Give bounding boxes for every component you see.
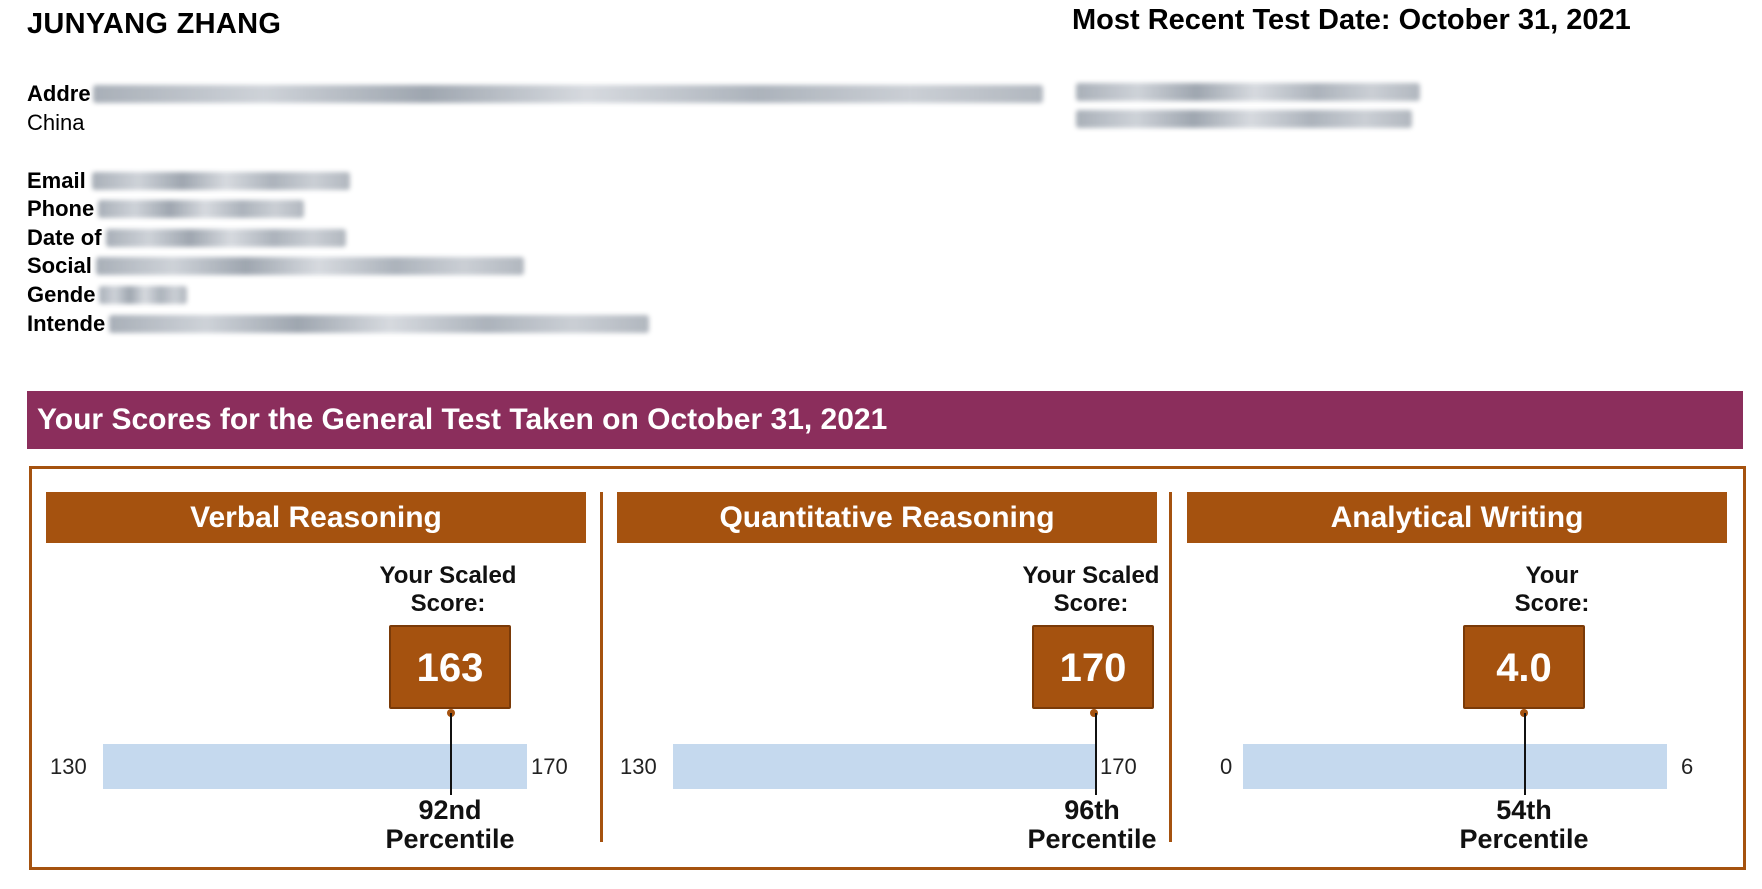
verbal-percentile: 92nd Percentile <box>362 796 538 854</box>
phone-row: Phone <box>27 195 305 223</box>
gender-row: Gende <box>27 281 188 309</box>
phone-label: Phone <box>27 196 95 221</box>
quantitative-section: Quantitative Reasoning Your Scaled Score… <box>617 492 1159 854</box>
quantitative-scaled-label: Your Scaled Score: <box>1011 562 1171 618</box>
ssn-row: Social <box>27 252 524 280</box>
ssn-redacted <box>95 257 524 275</box>
writing-percentile-value: 54th <box>1496 795 1552 825</box>
address-label: Addre <box>27 81 91 106</box>
verbal-min: 130 <box>50 754 87 779</box>
dob-label: Date of <box>27 225 102 250</box>
section-divider <box>1169 492 1172 842</box>
scores-panel <box>29 466 1746 870</box>
writing-percentile: 54th Percentile <box>1436 796 1612 854</box>
quantitative-percentile: 96th Percentile <box>1004 796 1180 854</box>
dob-redacted <box>105 229 346 247</box>
quantitative-scaled-label-line2: Score: <box>1053 590 1129 617</box>
ssn-label: Social <box>27 253 92 278</box>
verbal-scaled-label-line1: Your Scaled <box>379 562 517 589</box>
quantitative-min: 130 <box>620 754 657 779</box>
registration-redacted <box>1076 83 1420 101</box>
writing-scaled-label-line2: Score: <box>1514 590 1590 617</box>
gender-redacted <box>99 286 188 304</box>
verbal-percentile-word: Percentile <box>385 824 515 854</box>
gender-label: Gende <box>27 282 96 307</box>
writing-min: 0 <box>1220 754 1233 779</box>
most-recent-test-date: Most Recent Test Date: October 31, 2021 <box>1072 4 1631 36</box>
verbal-score-badge: 163 <box>389 625 511 709</box>
major-redacted <box>109 315 650 333</box>
writing-score-badge: 4.0 <box>1463 625 1585 709</box>
writing-scaled-label-line1: Your <box>1525 562 1579 589</box>
verbal-scaled-label-line2: Score: <box>410 590 486 617</box>
writing-percentile-word: Percentile <box>1459 824 1589 854</box>
verbal-max: 170 <box>531 754 568 779</box>
writing-marker-line <box>1524 713 1526 795</box>
address-row: Addre <box>27 80 1043 108</box>
major-label: Intende <box>27 311 106 336</box>
phone-redacted <box>98 200 305 218</box>
dob-row: Date of <box>27 224 346 252</box>
writing-scaled-label: Your Score: <box>1497 562 1607 618</box>
country-row: China <box>27 109 84 137</box>
verbal-scaled-label: Your Scaled Score: <box>368 562 528 618</box>
quantitative-marker-line <box>1095 713 1097 795</box>
quantitative-score-pointer <box>1090 709 1098 717</box>
verbal-score-bar <box>103 744 527 789</box>
country-text: China <box>27 110 85 135</box>
writing-section: Analytical Writing Your Score: 4.0 0 6 5… <box>1187 492 1727 854</box>
quantitative-max: 170 <box>1100 754 1137 779</box>
quantitative-percentile-value: 96th <box>1064 795 1120 825</box>
quantitative-score-bar <box>673 744 1097 789</box>
verbal-percentile-value: 92nd <box>418 795 482 825</box>
quantitative-header: Quantitative Reasoning <box>617 492 1157 543</box>
verbal-header: Verbal Reasoning <box>46 492 586 543</box>
writing-max: 6 <box>1681 754 1694 779</box>
writing-score-bar <box>1243 744 1667 789</box>
quantitative-score-badge: 170 <box>1032 625 1154 709</box>
address-redacted <box>92 85 1043 103</box>
verbal-section: Verbal Reasoning Your Scaled Score: 163 … <box>46 492 586 854</box>
email-row: Email <box>27 167 350 195</box>
quantitative-scaled-label-line1: Your Scaled <box>1022 562 1160 589</box>
quantitative-percentile-word: Percentile <box>1027 824 1157 854</box>
verbal-marker-line <box>450 713 452 795</box>
email-redacted <box>91 172 350 190</box>
scores-banner: Your Scores for the General Test Taken o… <box>27 391 1743 449</box>
print-date-redacted <box>1076 110 1412 128</box>
email-label: Email <box>27 168 86 193</box>
major-row: Intende <box>27 310 650 338</box>
section-divider <box>600 492 603 842</box>
writing-header: Analytical Writing <box>1187 492 1727 543</box>
candidate-name: JUNYANG ZHANG <box>27 8 282 40</box>
